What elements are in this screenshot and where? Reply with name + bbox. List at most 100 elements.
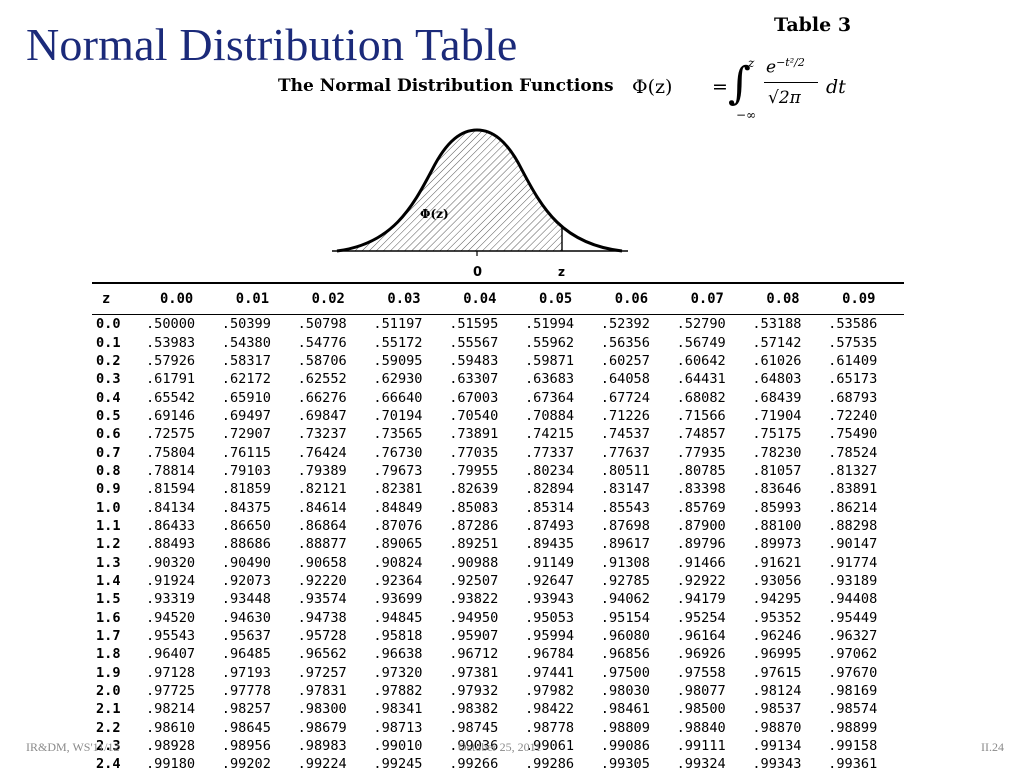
table-cell: .90320 <box>146 554 196 571</box>
shaded-area <box>342 130 562 251</box>
table-cell: .88493 <box>146 536 196 553</box>
row-z-value: 2.2 <box>96 719 121 736</box>
footer-date: October 25, 2011 <box>458 740 542 754</box>
table-cell: .73565 <box>373 426 423 443</box>
table-cell: .75804 <box>146 444 196 461</box>
row-z-value: 1.3 <box>96 554 121 571</box>
table-cell: .97381 <box>449 664 499 681</box>
table-cell: .72575 <box>146 426 196 443</box>
table-row: 1.0 .84134 .84375 .84614 .84849 .85083 .85314.… <box>92 498 904 516</box>
table-cell: .62930 <box>373 371 423 388</box>
table-cell: .77637 <box>600 444 650 461</box>
table-cell: .99158 <box>828 738 878 755</box>
table-cell: .68793 <box>828 389 878 406</box>
table-cell: .60257 <box>600 352 650 369</box>
table-cell: .97982 <box>524 683 575 700</box>
row-z-value: 0.6 <box>96 426 121 443</box>
table-cell: .96562 <box>297 646 347 663</box>
table-row: 0.7 .75804 .76115 .76424 .76730 .77035 .77337.… <box>92 443 904 461</box>
table-cell: .98030 <box>600 683 650 700</box>
integral-upper-limit: z <box>748 56 755 70</box>
table-cell: .99061 <box>524 738 575 755</box>
table-cell: .93943 <box>524 591 575 608</box>
table-cell: .76424 <box>297 444 347 461</box>
table-cell: .99324 <box>676 756 726 773</box>
table-cell: .97128 <box>146 664 196 681</box>
table-cell: .98956 <box>221 738 271 755</box>
row-z-value: 2.1 <box>96 701 121 718</box>
table-cell: .65542 <box>146 389 196 406</box>
table-row: 1.7 .95543 .95637 .95728 .95818 .95907 .95994.… <box>92 627 904 645</box>
table-cell: .57535 <box>828 334 878 351</box>
header-col-2: 0.01 <box>235 291 270 307</box>
table-cell: .75490 <box>828 426 878 443</box>
row-z-value: 0.3 <box>96 371 121 388</box>
table-cell: .91466 <box>676 554 726 571</box>
table-cell: .74537 <box>600 426 650 443</box>
row-z-value: 0.0 <box>96 316 121 333</box>
normal-curve-figure: Φ(z) 0 z <box>332 128 628 280</box>
table-cell: .96712 <box>449 646 499 663</box>
table-row: 1.6 .94520 .94630 .94738 .94845 .94950 .95053.… <box>92 609 904 627</box>
table-cell: .93699 <box>373 591 423 608</box>
table-cell: .87493 <box>524 517 575 534</box>
numerator-base: e <box>766 57 777 78</box>
table-row: 2.4 .99180 .99202 .99224 .99245 .99266 .99286.… <box>92 755 904 773</box>
header-col-6: 0.05 <box>538 291 573 307</box>
table-cell: .89065 <box>373 536 423 553</box>
table-cell: .82894 <box>524 481 575 498</box>
table-cell: .95818 <box>373 628 423 645</box>
table-cell: .98809 <box>600 719 650 736</box>
row-z-value: 1.4 <box>96 572 121 589</box>
table-cell: .83398 <box>676 481 726 498</box>
header-col-4: 0.03 <box>387 291 421 307</box>
table-cell: .99202 <box>221 756 271 773</box>
table-body: 0.0 .50000 .50399 .50798 .51197 .51595 .51994.… <box>92 315 904 774</box>
table-row: 2.1 .98214 .98257 .98300 .98341 .98382 .98422.… <box>92 700 904 718</box>
table-cell: .82639 <box>449 481 499 498</box>
table-label: Table 3 <box>774 14 852 36</box>
table-cell: .64803 <box>752 371 802 388</box>
table-row: 0.5 .69146 .69497 .69847 .70194 .70540 .70884.… <box>92 407 904 425</box>
table-cell: .87286 <box>449 517 499 534</box>
table-cell: .99361 <box>828 756 878 773</box>
table-cell: .91308 <box>600 554 650 571</box>
table-cell: .84375 <box>221 499 271 516</box>
table-cell: .64431 <box>676 371 726 388</box>
table-cell: .80785 <box>676 462 726 479</box>
table-cell: .55172 <box>373 334 423 351</box>
table-row: 0.4 .65542 .65910 .66276 .66640 .67003 .67364.… <box>92 388 904 406</box>
table-cell: .57142 <box>752 334 802 351</box>
table-cell: .53586 <box>828 316 878 333</box>
formula-lhs: Φ(z) <box>632 76 673 98</box>
table-cell: .98537 <box>752 701 802 718</box>
table-row: 0.0 .50000 .50399 .50798 .51197 .51595 .51994.… <box>92 315 904 334</box>
table-cell: .61026 <box>752 352 802 369</box>
table-cell: .76730 <box>373 444 423 461</box>
table-cell: .89796 <box>676 536 726 553</box>
table-cell: .99224 <box>297 756 347 773</box>
table-cell: .97320 <box>373 664 423 681</box>
table-cell: .99286 <box>524 756 575 773</box>
table-cell: .78814 <box>146 462 196 479</box>
table-cell: .96327 <box>828 628 878 645</box>
table-cell: .57926 <box>146 352 196 369</box>
table-cell: .98382 <box>449 701 499 718</box>
table-cell: .77337 <box>524 444 575 461</box>
table-cell: .98778 <box>524 719 575 736</box>
table-cell: .71566 <box>676 407 726 424</box>
table-cell: .85083 <box>449 499 499 516</box>
table-cell: .83646 <box>752 481 802 498</box>
table-row: 0.1 .53983 .54380 .54776 .55172 .55567 .55962.… <box>92 333 904 351</box>
table-cell: .99266 <box>449 756 499 773</box>
table-cell: .71904 <box>752 407 802 424</box>
table-cell: .96407 <box>146 646 196 663</box>
table-cell: .89973 <box>752 536 802 553</box>
table-cell: .97932 <box>449 683 499 700</box>
table-cell: .58317 <box>221 352 271 369</box>
table-cell: .95154 <box>600 609 650 626</box>
table-cell: .86214 <box>828 499 878 516</box>
table-cell: .59095 <box>373 352 423 369</box>
footer-course: IR&DM, WS'11/12 <box>26 740 120 754</box>
table-cell: .91924 <box>146 572 196 589</box>
